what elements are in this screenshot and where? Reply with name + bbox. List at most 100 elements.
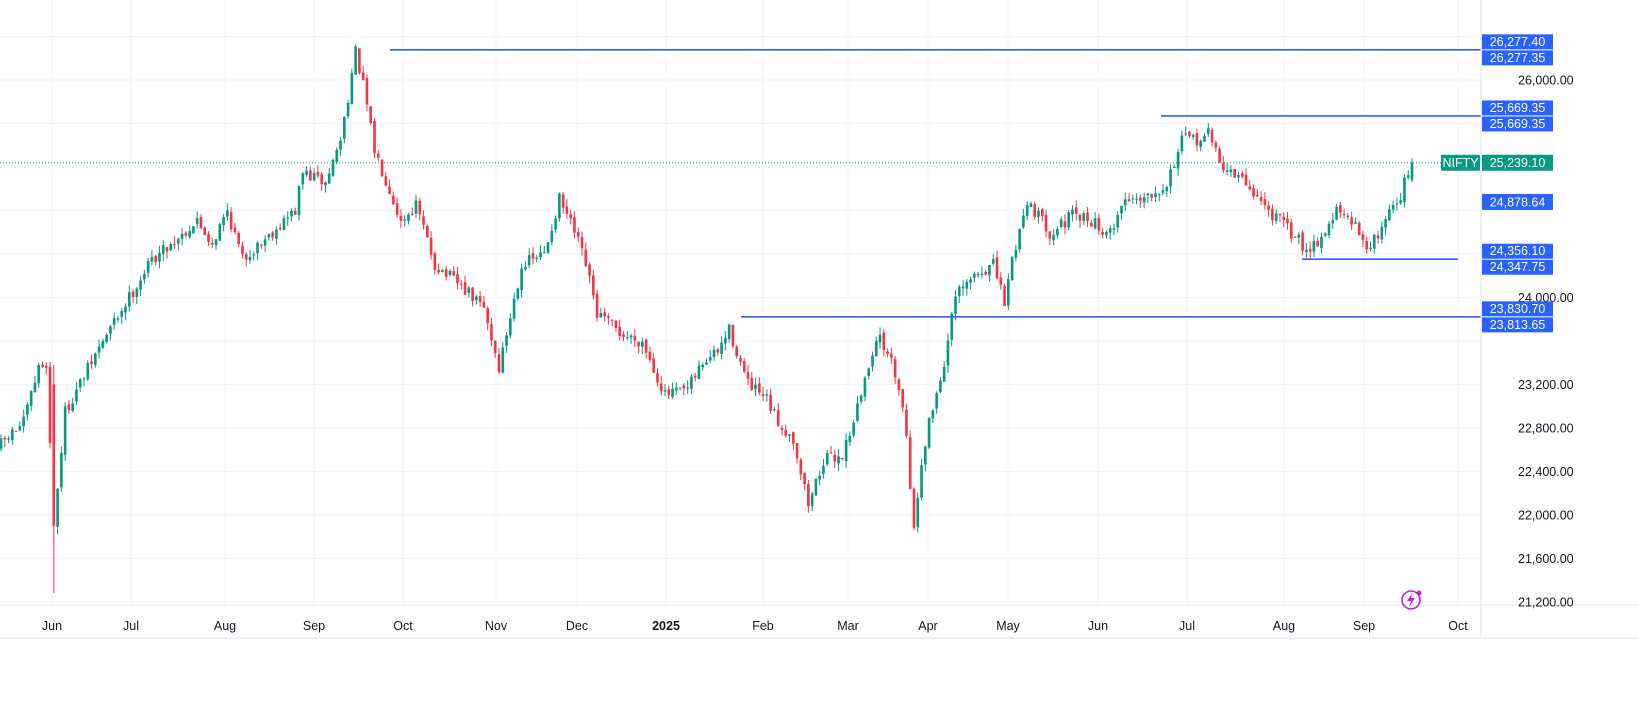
candle-body — [614, 320, 618, 328]
candle-body — [1052, 234, 1055, 241]
level-tag-feb-mar-resistance: 23,813.65 — [1482, 317, 1553, 333]
candle-body — [380, 159, 384, 177]
candle-body — [625, 337, 629, 339]
lightning-icon-ring — [1401, 590, 1421, 610]
candle-body — [1327, 223, 1331, 236]
candle-body — [844, 439, 848, 462]
candle-body — [392, 195, 395, 205]
candle-body — [1406, 175, 1410, 178]
candle-body — [252, 254, 256, 256]
candle-body — [335, 149, 339, 162]
candle-body — [482, 301, 486, 308]
candle-body — [297, 186, 301, 216]
candle-body — [490, 324, 493, 341]
candle-body — [1331, 220, 1335, 224]
candle-body — [644, 339, 648, 353]
candle-body — [761, 394, 765, 397]
y-tick-label: 21,600.00 — [1518, 552, 1574, 566]
candle-body — [346, 102, 350, 117]
candle-body — [999, 277, 1003, 285]
candle-body — [946, 340, 950, 366]
candle-body — [516, 288, 520, 299]
candle-body — [776, 409, 780, 426]
candle-body — [1018, 228, 1021, 250]
candle-body — [1289, 222, 1293, 239]
candle-body — [11, 429, 14, 441]
candle-body — [954, 296, 957, 314]
candle-body — [109, 326, 112, 334]
candle-body — [607, 316, 610, 318]
candle-body — [463, 282, 467, 295]
candle-body — [184, 232, 188, 236]
candle-body — [358, 48, 361, 74]
candle-body — [459, 283, 463, 285]
y-tick-label: 22,000.00 — [1518, 509, 1574, 523]
candle-body — [565, 206, 569, 214]
candle-body — [1120, 205, 1123, 214]
candle-body — [629, 335, 633, 338]
candle-body — [897, 379, 901, 391]
level-tag-bg — [1482, 317, 1553, 333]
lightning-icon-dot — [1416, 590, 1422, 596]
level-tag-label: 25,669.35 — [1490, 117, 1546, 131]
x-tick-label: Mar — [837, 619, 859, 633]
candle-body — [444, 269, 448, 277]
candle-body — [886, 351, 889, 355]
candle-body — [1165, 186, 1169, 192]
level-tag-august-low: 24,347.75 — [1482, 259, 1553, 275]
candle-body — [1210, 129, 1214, 143]
candle-body — [414, 200, 418, 214]
candle-body — [618, 326, 622, 337]
candle-body — [758, 383, 761, 393]
candle-body — [675, 387, 678, 391]
candle-body — [520, 268, 523, 291]
candle-body — [29, 391, 33, 406]
candle-body — [633, 335, 637, 341]
candle-body — [293, 210, 297, 215]
candle-body — [226, 210, 229, 217]
candle-body — [731, 325, 735, 347]
candle-body — [1184, 133, 1187, 135]
candle-body — [241, 245, 244, 255]
candle-body — [1063, 221, 1067, 228]
candle-body — [712, 349, 716, 357]
candle-body — [210, 242, 214, 245]
candle-body — [795, 443, 799, 459]
candle-body — [935, 393, 938, 409]
candle-body — [1116, 214, 1120, 228]
candle-body — [207, 233, 210, 242]
candle-body — [1308, 248, 1312, 252]
candle-body — [742, 361, 746, 372]
level-tag-bg — [1482, 100, 1553, 116]
candle-body — [203, 227, 207, 236]
candle-body — [1301, 232, 1304, 251]
candle-body — [422, 216, 425, 225]
candle-body — [305, 170, 308, 175]
candle-body — [437, 269, 440, 273]
y-tick-label: 21,200.00 — [1518, 596, 1574, 610]
candle-body — [995, 257, 999, 279]
candle-body — [71, 403, 74, 411]
candle-body — [890, 353, 893, 358]
level-tag-label: 26,277.35 — [1490, 51, 1546, 65]
candle-body — [267, 234, 271, 238]
x-tick-label: Jul — [123, 619, 139, 633]
candle-body — [739, 357, 742, 362]
candle-body — [1059, 219, 1063, 227]
x-tick-label: Feb — [752, 619, 774, 633]
candle-body — [244, 254, 248, 260]
candle-body — [429, 237, 433, 255]
candle-body — [143, 274, 146, 280]
candle-body — [724, 337, 727, 344]
candle-body — [539, 252, 542, 258]
candle-body — [1410, 162, 1414, 181]
candle-body — [841, 458, 844, 460]
x-tick-label: Jun — [42, 619, 62, 633]
candle-body — [1135, 198, 1138, 200]
candle-body — [1403, 177, 1406, 202]
level-tag-bg — [1482, 116, 1553, 132]
candle-body — [229, 212, 233, 230]
candle-body — [671, 388, 674, 397]
candle-body — [271, 232, 274, 238]
